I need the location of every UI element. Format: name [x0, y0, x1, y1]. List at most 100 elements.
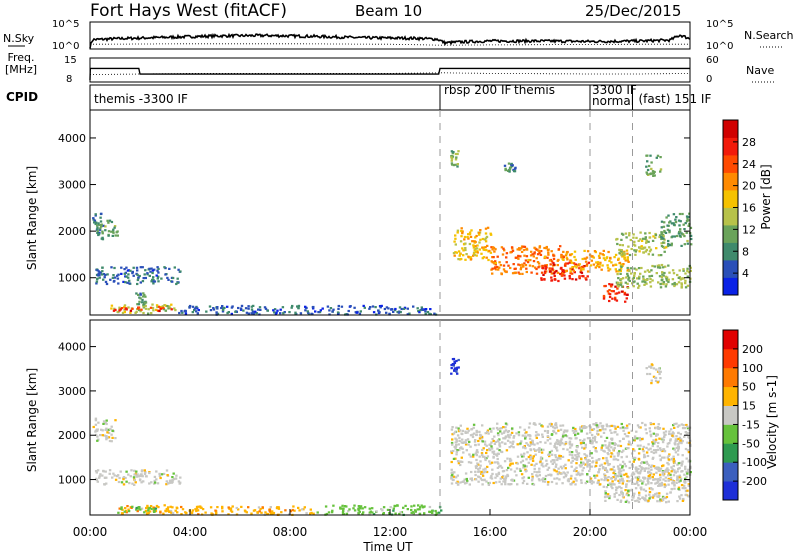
- heatmap-cell: [471, 240, 474, 243]
- heatmap-cell: [547, 251, 550, 254]
- heatmap-cell: [152, 282, 155, 285]
- heatmap-cell: [387, 307, 390, 310]
- heatmap-cell: [257, 506, 261, 509]
- heatmap-cell: [512, 435, 516, 438]
- heatmap-cell: [620, 290, 624, 293]
- heatmap-cell: [660, 254, 663, 257]
- heatmap-cell: [345, 505, 348, 508]
- heatmap-cell: [150, 507, 153, 510]
- heatmap-cell: [512, 479, 516, 482]
- heatmap-cell: [106, 431, 109, 434]
- heatmap-cell: [153, 268, 156, 271]
- heatmap-cell: [613, 256, 616, 259]
- heatmap-cell: [514, 267, 517, 270]
- heatmap-cell: [632, 276, 635, 279]
- heatmap-cell: [305, 306, 308, 310]
- heatmap-cell: [608, 289, 611, 292]
- heatmap-cell: [496, 457, 499, 461]
- heatmap-cell: [552, 430, 556, 433]
- heatmap-cell: [622, 263, 625, 266]
- heatmap-cell: [540, 464, 543, 467]
- heatmap-cell: [163, 266, 166, 269]
- heatmap-cell: [157, 305, 161, 308]
- heatmap-cell: [582, 466, 585, 470]
- heatmap-cell: [501, 253, 505, 256]
- heatmap-cell: [481, 472, 484, 475]
- colorbar-segment: [723, 277, 738, 296]
- heatmap-cell: [548, 270, 552, 273]
- heatmap-cell: [659, 370, 662, 373]
- heatmap-cell: [662, 427, 665, 430]
- heatmap-cell: [555, 269, 558, 273]
- heatmap-cell: [685, 470, 688, 473]
- heatmap-cell: [484, 432, 487, 435]
- heatmap-cell: [492, 256, 495, 259]
- heatmap-cell: [644, 497, 647, 500]
- heatmap-cell: [545, 245, 548, 249]
- heatmap-cell: [656, 445, 659, 448]
- heatmap-cell: [681, 440, 684, 443]
- heatmap-cell: [94, 430, 97, 433]
- heatmap-cell: [681, 499, 685, 502]
- heatmap-cell: [459, 424, 462, 427]
- heatmap-cell: [631, 498, 634, 501]
- heatmap-cell: [654, 467, 657, 470]
- heatmap-cell: [494, 481, 498, 484]
- heatmap-cell: [606, 479, 610, 482]
- heatmap-cell: [450, 460, 453, 464]
- heatmap-cell: [643, 476, 646, 479]
- heatmap-cell: [616, 273, 619, 276]
- heatmap-cell: [498, 449, 501, 452]
- heatmap-cell: [630, 429, 633, 432]
- heatmap-cell: [679, 228, 682, 231]
- heatmap-cell: [488, 460, 491, 463]
- heatmap-cell: [528, 444, 531, 447]
- heatmap-cell: [451, 473, 454, 476]
- heatmap-cell: [618, 470, 621, 473]
- heatmap-cell: [122, 478, 125, 481]
- heatmap-cell: [535, 471, 539, 474]
- heatmap-cell: [488, 427, 492, 430]
- heatmap-cell: [625, 276, 628, 279]
- heatmap-cell: [155, 274, 158, 277]
- heatmap-cell: [618, 481, 621, 484]
- heatmap-cell: [586, 437, 590, 440]
- heatmap-cell: [474, 470, 477, 473]
- heatmap-cell: [477, 443, 480, 446]
- heatmap-cell: [517, 254, 520, 257]
- heatmap-cell: [655, 247, 658, 250]
- heatmap-cell: [649, 465, 653, 468]
- heatmap-cell: [682, 269, 685, 272]
- heatmap-cell: [555, 482, 558, 485]
- heatmap-cell: [616, 465, 620, 468]
- heatmap-cell: [94, 433, 98, 436]
- heatmap-cell: [602, 466, 605, 469]
- heatmap-cell: [316, 511, 319, 514]
- heatmap-cell: [555, 426, 558, 429]
- heatmap-cell: [464, 258, 467, 261]
- heatmap-cell: [670, 457, 673, 460]
- heatmap-cell: [548, 451, 552, 454]
- heatmap-cell: [281, 306, 285, 309]
- heatmap-cell: [640, 266, 643, 270]
- heatmap-cell: [472, 246, 476, 249]
- heatmap-cell: [450, 150, 454, 153]
- heatmap-cell: [597, 424, 600, 427]
- heatmap-cell: [686, 275, 689, 278]
- heatmap-cell: [669, 438, 672, 441]
- heatmap-cell: [504, 442, 507, 445]
- heatmap-cell: [686, 427, 690, 430]
- heatmap-cell: [641, 438, 644, 441]
- heatmap-cell: [275, 311, 278, 314]
- heatmap-cell: [636, 444, 640, 447]
- heatmap-cell: [362, 511, 365, 514]
- heatmap-cell: [494, 268, 498, 271]
- heatmap-cell: [127, 510, 131, 513]
- heatmap-cell: [687, 224, 690, 227]
- heatmap-cell: [460, 257, 463, 261]
- heatmap-cell: [598, 266, 601, 269]
- heatmap-cell: [686, 269, 689, 272]
- heatmap-cell: [690, 237, 693, 241]
- heatmap-cell: [551, 459, 554, 462]
